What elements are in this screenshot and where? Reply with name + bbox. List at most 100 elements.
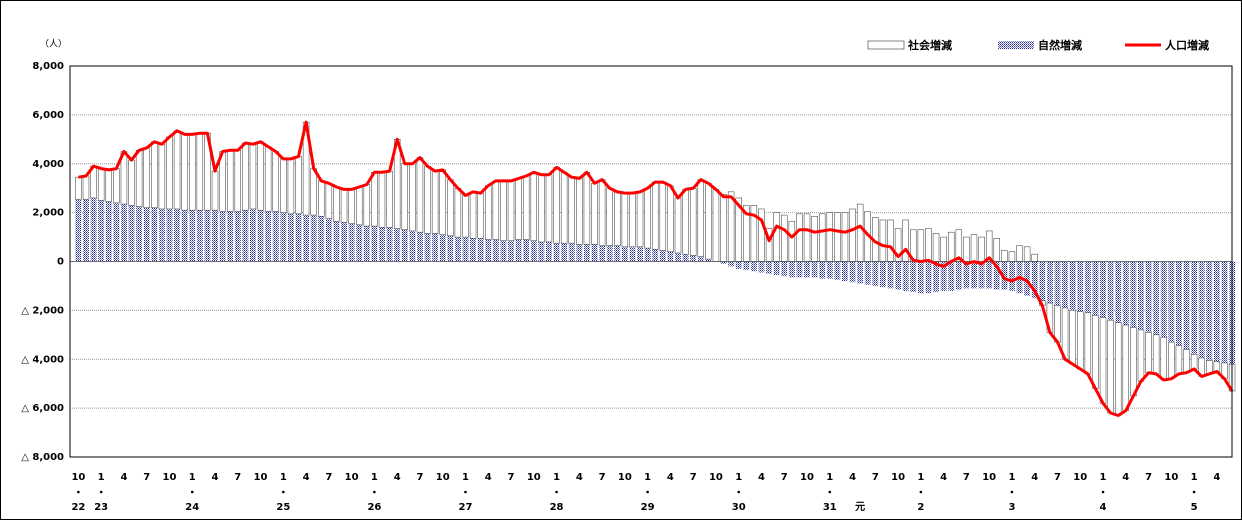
x-tick-label: 1 <box>280 472 287 483</box>
x-tick-label: 10 <box>709 472 723 483</box>
natural-bar <box>356 224 363 262</box>
natural-bar <box>583 244 590 262</box>
natural-bar <box>265 211 272 262</box>
x-tick-label: 4 <box>1213 472 1220 483</box>
x-tick-label: 10 <box>436 472 450 483</box>
year-dot <box>1192 490 1196 494</box>
social-bar <box>538 174 545 243</box>
social-bar <box>310 168 317 216</box>
natural-bar <box>257 210 264 262</box>
year-label: 30 <box>732 502 746 513</box>
natural-bar <box>879 261 886 288</box>
x-tick-label: 4 <box>303 472 310 483</box>
social-bar <box>705 183 712 260</box>
social-bar <box>773 212 780 262</box>
legend: 社会増減 自然増減 人口増減 <box>867 38 1209 52</box>
social-bar <box>1175 345 1183 375</box>
natural-bar <box>1069 261 1076 311</box>
natural-bar <box>629 246 636 262</box>
social-bar <box>1168 341 1175 380</box>
natural-bar <box>1115 261 1122 323</box>
year-dot <box>646 490 649 494</box>
natural-bar <box>561 243 568 262</box>
natural-bar <box>447 235 454 262</box>
natural-bar <box>1213 261 1220 362</box>
natural-bar <box>728 261 735 267</box>
natural-bar <box>454 237 461 262</box>
social-bar <box>932 233 940 262</box>
natural-bar <box>986 261 993 289</box>
social-bar <box>356 186 363 226</box>
social-bar <box>401 163 408 230</box>
social-bar <box>386 170 393 228</box>
natural-bar <box>599 245 606 262</box>
social-bar <box>226 150 234 212</box>
social-bar <box>940 236 947 262</box>
social-bar <box>545 174 553 243</box>
natural-bar <box>409 230 416 262</box>
year-dot <box>77 490 80 494</box>
natural-bar <box>637 246 644 262</box>
natural-bar <box>1107 261 1114 321</box>
natural-bar <box>811 261 818 278</box>
natural-bar <box>773 261 780 275</box>
natural-bar <box>1024 261 1031 296</box>
x-tick-label: 7 <box>508 472 515 483</box>
natural-bar <box>849 261 856 283</box>
social-bar <box>371 172 378 227</box>
natural-bar <box>219 211 226 262</box>
year-label: 29 <box>641 502 655 513</box>
social-bar <box>485 185 492 240</box>
social-bar <box>1137 329 1145 382</box>
social-bar <box>189 134 196 211</box>
x-tick-label: 4 <box>1122 472 1129 483</box>
social-bar <box>1023 246 1031 262</box>
year-dot <box>828 490 832 494</box>
natural-bar <box>758 261 765 273</box>
natural-bar <box>212 210 218 262</box>
natural-bar <box>462 237 469 262</box>
social-bar <box>424 165 431 234</box>
natural-bar <box>272 211 279 262</box>
social-bar <box>629 192 636 248</box>
natural-bar <box>432 233 439 262</box>
x-tick-label: 1 <box>189 472 196 483</box>
year-dot <box>737 490 741 494</box>
natural-bar <box>227 211 234 262</box>
social-bar <box>181 134 188 211</box>
social-bar <box>1152 334 1160 375</box>
social-bar <box>264 146 272 212</box>
social-bar <box>113 168 120 204</box>
year-label: 22 <box>71 502 85 513</box>
social-bar <box>758 208 765 262</box>
x-tick-label: 4 <box>667 472 674 483</box>
social-bar <box>682 189 689 255</box>
natural-bar <box>363 226 370 262</box>
social-bar <box>1190 354 1198 370</box>
year-dot <box>373 490 376 494</box>
social-bar <box>849 208 856 262</box>
natural-bar <box>143 207 150 262</box>
population-line <box>78 120 1234 417</box>
social-bar <box>834 212 841 262</box>
x-tick-label: 1 <box>462 472 469 483</box>
y-tick-label: △ 4,000 <box>21 354 64 365</box>
natural-bar <box>348 223 355 262</box>
social-bar <box>287 158 295 215</box>
y-tick-label: 2,000 <box>32 208 64 219</box>
social-bar <box>1183 349 1190 373</box>
legend-swatch <box>998 41 1034 49</box>
natural-bar <box>819 261 826 279</box>
natural-bar <box>136 206 143 262</box>
natural-bar <box>401 229 408 262</box>
x-tick-label: 10 <box>1164 472 1178 483</box>
social-bar <box>431 170 439 234</box>
social-bar <box>978 236 985 262</box>
social-bar <box>128 159 135 206</box>
x-tick-label: 10 <box>71 472 85 483</box>
natural-bar <box>948 261 955 291</box>
social-bar <box>568 176 575 244</box>
natural-bar <box>553 243 560 262</box>
social-bar <box>591 183 598 245</box>
